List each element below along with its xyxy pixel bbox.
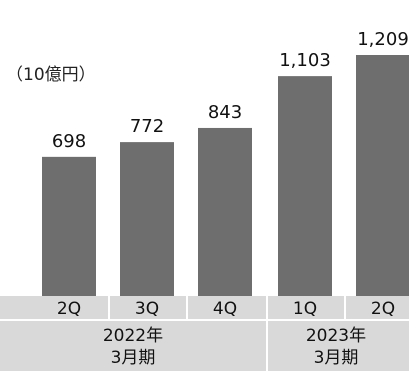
data-label: 1,103 (279, 50, 331, 71)
data-label: 772 (130, 116, 164, 137)
data-label: 843 (208, 102, 242, 123)
group-label-year: 2022年 (103, 326, 163, 346)
data-label: 698 (52, 131, 86, 152)
bar (198, 127, 252, 296)
data-labels-layer: 698 772 843 1,103 1,209 (52, 29, 409, 152)
tick-label: 2Q (57, 299, 81, 319)
tick-label: 3Q (135, 299, 159, 319)
bar (278, 76, 332, 297)
tick-label: 4Q (213, 299, 237, 319)
tick-label: 2Q (371, 299, 395, 319)
bar (120, 142, 174, 296)
unit-label: （10億円） (6, 65, 96, 85)
tick-label: 1Q (293, 299, 317, 319)
group-label-period: 3月期 (314, 348, 359, 368)
bar (356, 55, 409, 296)
bars-layer (42, 55, 409, 297)
group-label-period: 3月期 (111, 348, 156, 368)
data-label: 1,209 (357, 29, 409, 50)
bar (42, 156, 96, 296)
axis-band-background (0, 296, 409, 371)
group-label-year: 2023年 (306, 326, 366, 346)
